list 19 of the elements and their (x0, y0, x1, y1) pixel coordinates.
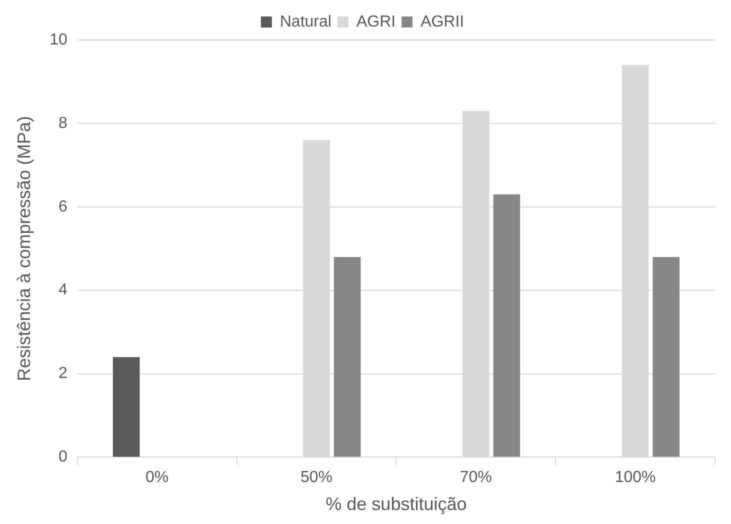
y-tick-label: 8 (58, 114, 68, 132)
bar (334, 256, 361, 457)
x-tick-label: 100% (614, 469, 656, 486)
y-axis-title: Resistência à compressão (MPa) (14, 116, 34, 382)
legend-label: AGRI (356, 13, 396, 30)
legend-label: Natural (280, 13, 332, 30)
x-axis-title: % de substituição (326, 494, 467, 514)
x-tick-label: 0% (146, 469, 169, 486)
y-tick-label: 0 (58, 448, 68, 466)
bar (652, 256, 680, 457)
bar (493, 194, 520, 457)
legend-label: AGRII (420, 13, 464, 30)
y-tick-label: 4 (58, 282, 68, 299)
y-tick-label: 2 (58, 365, 68, 382)
x-tick-label: 50% (300, 469, 333, 486)
bar (112, 357, 140, 457)
x-tick-label: 70% (460, 469, 492, 486)
y-tick-label: 10 (50, 31, 68, 48)
y-tick-label: 6 (58, 198, 68, 216)
